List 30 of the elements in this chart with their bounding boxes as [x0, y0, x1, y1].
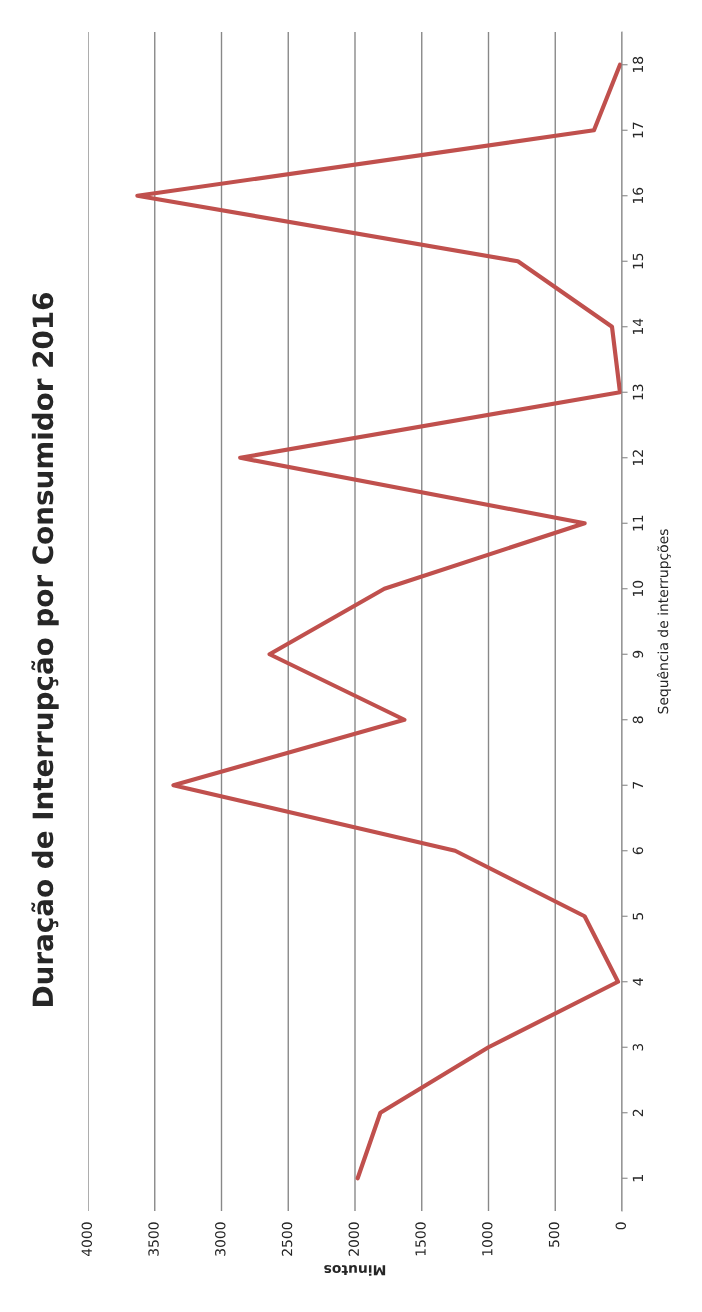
- y-tick-label: 13: [632, 384, 644, 400]
- y-tick-label: 11: [632, 515, 643, 531]
- x-tick-label: 4000: [81, 1222, 93, 1257]
- y-tick-label: 5: [632, 913, 644, 920]
- y-tick-label: 9: [632, 650, 644, 658]
- y-tick-label: 16: [632, 187, 644, 204]
- y-tick-label: 15: [632, 253, 644, 269]
- y-tick-label: 14: [632, 318, 643, 335]
- x-tick-label: 2500: [281, 1222, 293, 1256]
- x-tick-label: 1500: [415, 1222, 426, 1256]
- x-tick-label: 1000: [482, 1222, 493, 1256]
- y-tick-label: 8: [632, 716, 644, 724]
- y-tick-label: 6: [632, 847, 644, 855]
- y-tick-label: 10: [632, 580, 644, 597]
- x-tick-label: 2000: [348, 1222, 360, 1256]
- text: Duração de Interrupção por Consumidor 2016: [31, 293, 59, 1006]
- y-tick-label: 1: [632, 1175, 643, 1182]
- y-tick-label: 18: [632, 56, 644, 73]
- y-tick-label: 17: [632, 122, 643, 138]
- x-tick-label: 3000: [215, 1222, 226, 1256]
- y-tick-label: 12: [632, 450, 643, 466]
- x-axis-title: Minutos: [324, 1265, 386, 1276]
- y-tick-label: 4: [632, 978, 643, 986]
- y-axis-title: Sequência de interrupções: [656, 529, 671, 714]
- x-tick-label: 500: [548, 1222, 560, 1247]
- x-tick-label: 0: [615, 1222, 627, 1230]
- y-tick-label: 7: [632, 782, 643, 789]
- x-tick-label: 3500: [148, 1222, 159, 1256]
- y-tick-label: 3: [632, 1043, 644, 1051]
- y-tick-label: 2: [632, 1109, 643, 1117]
